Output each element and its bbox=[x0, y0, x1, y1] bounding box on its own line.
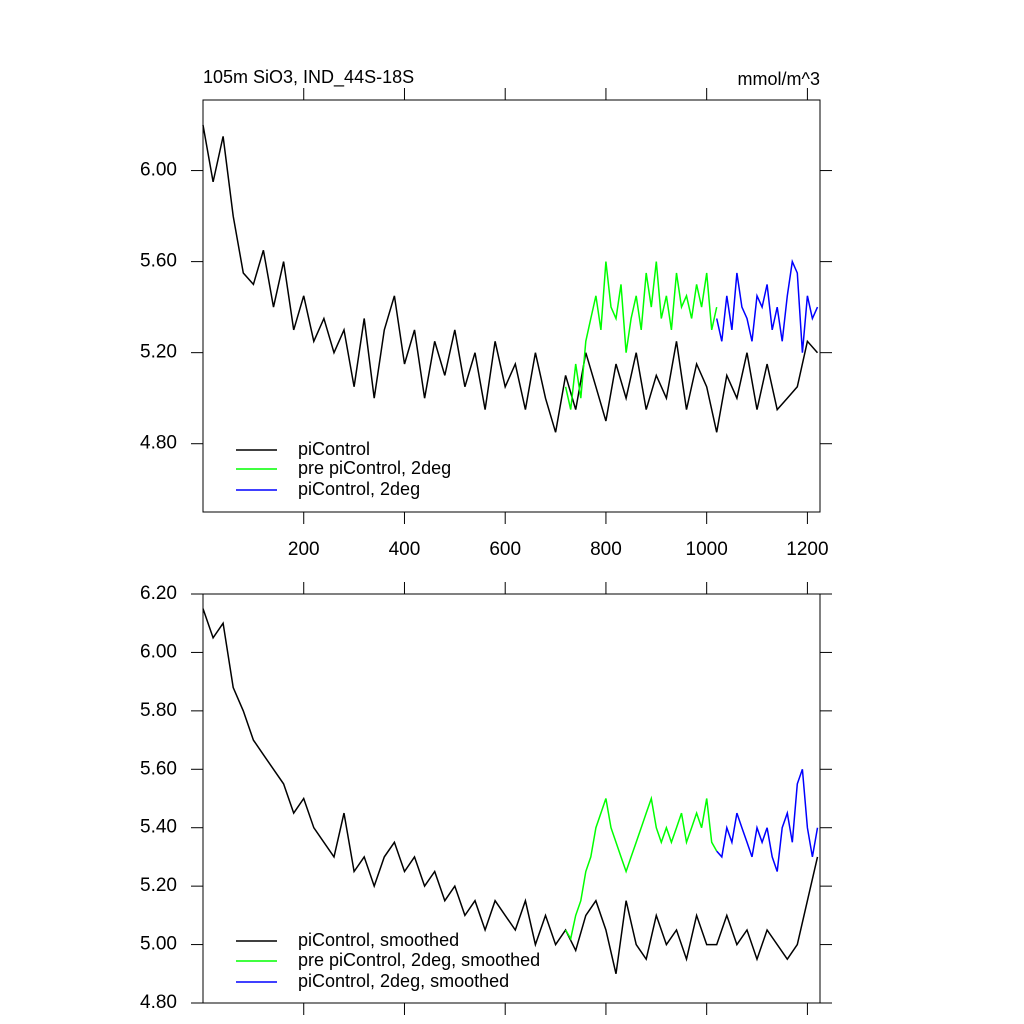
plot-frame bbox=[202, 99, 821, 513]
legend-label: piControl bbox=[298, 439, 370, 459]
y-tick-label: 5.20 bbox=[140, 875, 177, 896]
y-tick-label: 5.00 bbox=[140, 934, 177, 955]
data-line bbox=[202, 608, 819, 974]
y-tick-label: 5.60 bbox=[140, 758, 177, 779]
data-line bbox=[715, 258, 819, 353]
x-tick-label: 1000 bbox=[686, 539, 728, 560]
data-line bbox=[564, 795, 718, 941]
y-tick-label: 6.00 bbox=[140, 641, 177, 662]
legend-label: piControl, smoothed bbox=[298, 930, 459, 950]
legend-label: piControl, 2deg bbox=[298, 479, 420, 499]
x-tick-label: 800 bbox=[590, 539, 622, 560]
y-tick-label: 5.20 bbox=[140, 342, 177, 363]
y-tick-label: 4.80 bbox=[140, 433, 177, 454]
y-tick-label: 6.00 bbox=[140, 160, 177, 181]
x-tick-label: 600 bbox=[489, 539, 521, 560]
chart-title: 105m SiO3, IND_44S-18S bbox=[203, 67, 414, 88]
plot-frame bbox=[202, 593, 821, 1004]
y-units: mmol/m^3 bbox=[738, 69, 820, 89]
y-tick-label: 4.80 bbox=[140, 992, 177, 1013]
x-tick-label: 400 bbox=[389, 539, 421, 560]
y-tick-label: 5.60 bbox=[140, 251, 177, 272]
data-line bbox=[202, 124, 819, 433]
x-tick-label: 200 bbox=[288, 539, 320, 560]
data-line bbox=[564, 261, 718, 410]
y-tick-label: 6.20 bbox=[140, 583, 177, 604]
legend-label: pre piControl, 2deg, smoothed bbox=[298, 950, 540, 970]
legend-label: piControl, 2deg, smoothed bbox=[298, 971, 509, 991]
legend-label: pre piControl, 2deg bbox=[298, 458, 451, 478]
x-tick-label: 1200 bbox=[786, 539, 828, 560]
y-tick-label: 5.80 bbox=[140, 700, 177, 721]
data-line bbox=[716, 769, 819, 872]
y-tick-label: 5.40 bbox=[140, 817, 177, 838]
